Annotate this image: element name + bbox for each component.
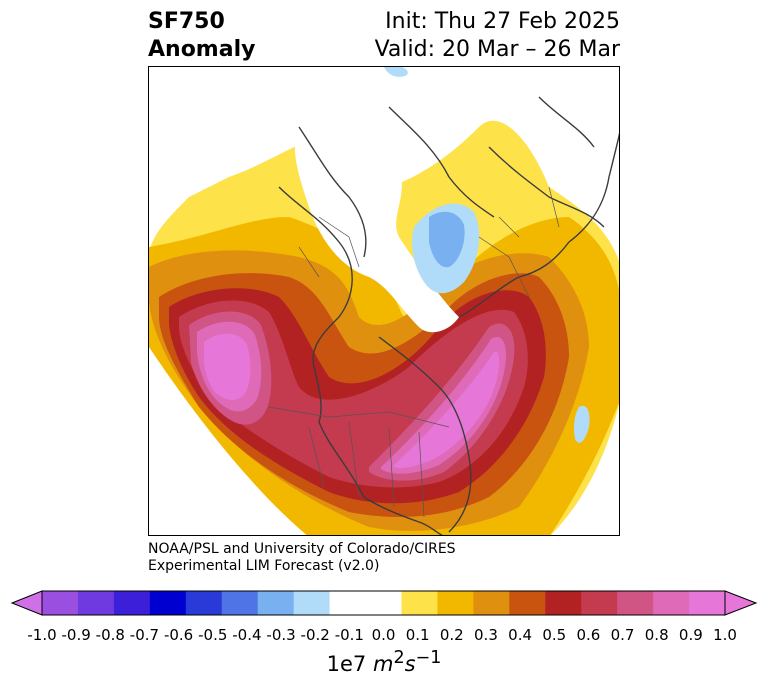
colorbar-cell (329, 591, 367, 615)
colorbar-cell (653, 591, 690, 615)
colorbar-tick-label: -0.3 (266, 626, 296, 644)
coastlines (278, 96, 619, 535)
colorbar-cell (221, 591, 259, 615)
colorbar-cell (365, 591, 402, 615)
colorbar-tick-label: -0.1 (334, 626, 364, 644)
colorbar-cell (437, 591, 474, 615)
colorbar-cell (293, 591, 331, 615)
colorbar-cell (185, 591, 223, 615)
valid-range: Valid: 20 Mar – 26 Mar (374, 37, 620, 62)
title-left: SF750 Anomaly (148, 8, 255, 64)
colorbar-high-extend (724, 590, 758, 616)
colorbar-tick-label: -0.8 (95, 626, 125, 644)
colorbar-cell (149, 591, 187, 615)
colorbar-cell (545, 591, 582, 615)
units-m-exp: 2 (393, 648, 405, 668)
units-s: s (404, 652, 416, 676)
field-name: SF750 (148, 9, 225, 34)
colorbar-tick-label: -0.9 (61, 626, 91, 644)
credit: NOAA/PSL and University of Colorado/CIRE… (148, 541, 456, 575)
colorbar-cell (473, 591, 510, 615)
colorbar-cell (617, 591, 654, 615)
units-prefix: 1e7 (326, 652, 373, 676)
borders (268, 186, 560, 518)
colorbar-cell (401, 591, 438, 615)
colorbar-tick-label: 1.0 (713, 626, 737, 644)
colorbar-units: 1e7 m2s−1 (0, 648, 768, 676)
colorbar-cell (113, 591, 151, 615)
colorbar-tick-label: 0.1 (405, 626, 430, 644)
colorbar-tick-label: 0.6 (576, 626, 601, 644)
anomaly-map (148, 66, 620, 536)
colorbar-tick-label: 0.7 (610, 626, 635, 644)
credit-line-1: NOAA/PSL and University of Colorado/CIRE… (148, 541, 456, 557)
colorbar-tick-label: -0.5 (198, 626, 228, 644)
colorbar-cell (689, 591, 726, 615)
colorbar-cell (77, 591, 115, 615)
title-right: Init: Thu 27 Feb 2025 Valid: 20 Mar – 26… (375, 8, 620, 64)
colorbar-tick-label: 0.9 (678, 626, 703, 644)
init-date: Init: Thu 27 Feb 2025 (385, 9, 620, 34)
colorbar-cell (257, 591, 295, 615)
colorbar-tick-label: -0.4 (232, 626, 262, 644)
units-m: m (372, 652, 394, 676)
colorbar-outline (41, 590, 726, 616)
colorbar-tick-label: 0.0 (371, 626, 396, 644)
colorbar (10, 590, 758, 616)
map-svg (149, 67, 619, 535)
credit-line-2: Experimental LIM Forecast (v2.0) (148, 558, 380, 574)
colorbar-tick-label: -0.2 (300, 626, 330, 644)
colorbar-tick-label: 0.3 (474, 626, 498, 644)
anomaly-fill (149, 67, 619, 535)
colorbar-tick-label: 0.5 (542, 626, 567, 644)
colorbar-low-extend (10, 590, 43, 616)
colorbar-cell (509, 591, 546, 615)
colorbar-tick-label: -1.0 (27, 626, 57, 644)
field-type: Anomaly (148, 37, 256, 62)
colorbar-tick-label: 0.4 (508, 626, 533, 644)
colorbar-cells (42, 591, 726, 615)
units-s-exp: −1 (415, 648, 442, 668)
colorbar-tick-label: 0.2 (439, 626, 464, 644)
colorbar-cell (42, 591, 79, 615)
colorbar-tick-label: -0.7 (129, 626, 160, 644)
colorbar-tick-labels: -1.0 -0.9 -0.8 -0.7 -0.6 -0.5 -0.4 -0.3 -0.2 -0.1… (0, 626, 768, 646)
colorbar-cell (581, 591, 618, 615)
colorbar-tick-label: -0.6 (163, 626, 194, 644)
colorbar-tick-label: 0.8 (644, 626, 669, 644)
